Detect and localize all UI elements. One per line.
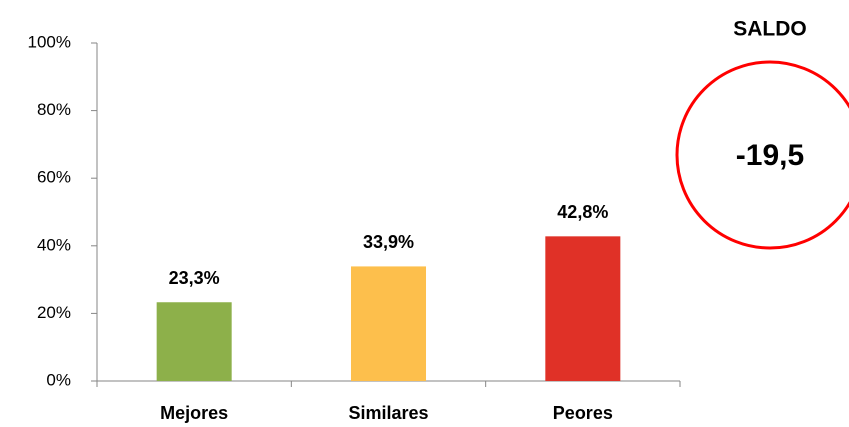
- bar: [156, 302, 232, 381]
- y-tick-label: 100%: [28, 32, 71, 51]
- x-tick-label: Mejores: [160, 403, 228, 423]
- saldo-title: SALDO: [733, 18, 807, 41]
- y-tick-label: 20%: [37, 303, 71, 322]
- x-tick-label: Peores: [553, 403, 613, 423]
- y-tick-label: 40%: [37, 235, 71, 254]
- value-label: 33,9%: [363, 232, 414, 252]
- y-tick-label: 60%: [37, 168, 71, 187]
- y-tick-label: 0%: [46, 370, 71, 389]
- bar: [545, 236, 621, 381]
- value-label: 23,3%: [169, 268, 220, 288]
- value-label: 42,8%: [557, 202, 608, 222]
- saldo-value: -19,5: [736, 139, 804, 172]
- y-tick-label: 80%: [37, 100, 71, 119]
- saldo-circle: [675, 60, 849, 250]
- x-tick-label: Similares: [348, 403, 428, 423]
- bar: [350, 266, 427, 381]
